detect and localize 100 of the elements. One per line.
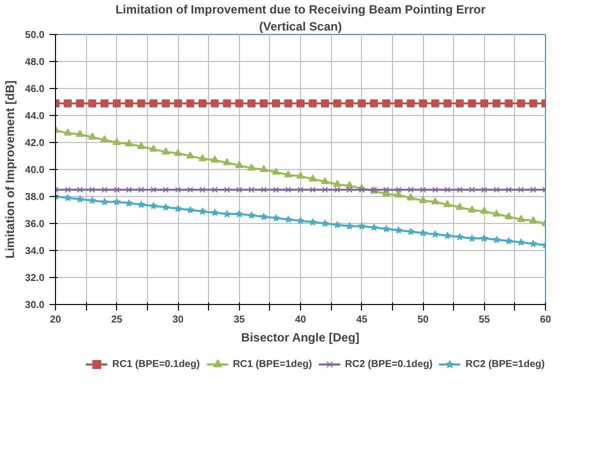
point [125,199,133,207]
point [64,194,72,202]
point [137,99,146,108]
point [333,180,342,187]
point [198,154,206,162]
point [112,99,121,108]
point [260,164,268,172]
point [284,170,292,178]
point [406,228,415,235]
x-tick-label: 40 [294,314,306,326]
point [406,193,415,200]
legend-label: RC2 (BPE=1deg) [466,358,545,370]
point [358,186,365,193]
point [370,99,378,108]
point [186,151,194,159]
point [76,195,84,203]
y-tick-label: 36.0 [25,219,45,230]
point [334,186,340,193]
point [419,99,427,108]
point [346,186,352,193]
point [150,99,158,108]
x-tick-label: 30 [172,314,184,326]
point [186,99,194,108]
point [224,186,230,193]
point [382,224,390,232]
point [517,238,525,246]
point [210,208,219,216]
point [77,186,83,193]
point [248,164,256,171]
point [419,228,427,236]
point [150,202,158,210]
x-tick-label: 45 [356,314,368,326]
point [504,237,513,244]
point [137,200,146,208]
point [506,186,512,193]
point [296,99,304,108]
point [285,186,292,193]
point [468,234,476,242]
point [432,186,438,193]
y-tick-label: 46.0 [25,84,45,95]
point [492,236,500,244]
point [358,99,366,108]
point [456,99,464,108]
point [346,222,354,230]
point [88,196,96,204]
y-tick-label: 42.0 [25,138,45,149]
point [212,186,218,193]
x-tick-label: 25 [111,314,123,326]
point [88,99,96,108]
point [296,172,304,179]
point [517,214,525,222]
x-axis-title: Bisector Angle [Deg] [241,330,360,344]
point [100,198,108,206]
point [88,132,96,140]
point [394,226,402,234]
point [186,206,194,214]
point [260,212,268,220]
point [468,99,476,108]
point [162,186,169,193]
point [112,138,121,146]
point [370,224,378,231]
point [298,186,304,193]
point [174,204,182,212]
point [480,206,488,214]
point [125,99,133,108]
point [125,139,133,146]
point [64,128,72,136]
x-tick-label: 20 [50,314,62,326]
point [174,99,182,108]
point [406,99,415,108]
point [235,99,244,108]
chart-title: Limitation of Improvement due to Receiving Beam Pointing Error [115,2,486,16]
point [248,99,256,108]
point [321,177,329,184]
point [456,233,464,240]
point [284,215,292,223]
point [162,203,170,211]
point [469,186,475,193]
point [420,186,426,193]
point [383,186,390,193]
point [223,99,231,108]
point [481,186,488,193]
y-tick-label: 30.0 [25,300,45,311]
point [100,135,108,142]
point [223,158,231,166]
point [235,160,244,168]
point [89,186,96,193]
point [64,186,71,193]
point [419,196,427,204]
point [333,99,342,108]
point [273,186,279,193]
point [260,186,267,193]
point [126,186,132,193]
point [248,211,256,219]
y-tick-label: 38.0 [25,192,45,203]
point [210,156,219,163]
point [198,207,206,215]
point [529,99,538,108]
point [456,202,464,210]
y-tick-label: 44.0 [25,111,45,122]
